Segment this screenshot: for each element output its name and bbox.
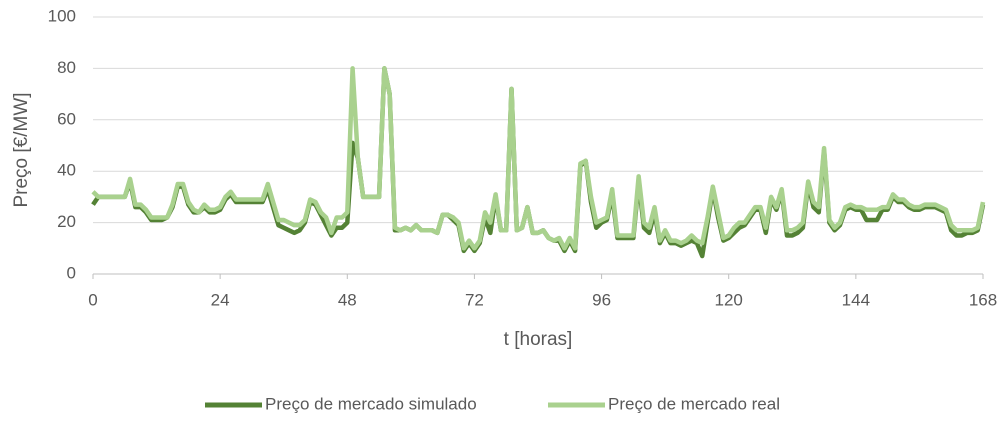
x-tick-label: 168 xyxy=(969,290,997,309)
x-tick-label: 48 xyxy=(338,290,357,309)
series-line xyxy=(91,66,986,259)
y-tick-label: 80 xyxy=(57,58,76,77)
x-tick-label: 144 xyxy=(842,290,870,309)
x-tick-label: 72 xyxy=(465,290,484,309)
legend-label: Preço de mercado real xyxy=(608,394,780,413)
x-tick-label: 96 xyxy=(592,290,611,309)
x-tick-label: 24 xyxy=(211,290,230,309)
y-tick-label: 40 xyxy=(57,161,76,180)
x-tick-label: 120 xyxy=(715,290,743,309)
x-axis-title: t [horas] xyxy=(504,329,573,350)
legend-label: Preço de mercado simulado xyxy=(265,394,477,413)
y-tick-label: 0 xyxy=(67,263,76,282)
x-tick-label: 0 xyxy=(88,290,97,309)
series-line xyxy=(91,66,986,251)
y-tick-label: 20 xyxy=(57,212,76,231)
y-tick-label: 100 xyxy=(48,6,76,25)
y-tick-label: 60 xyxy=(57,109,76,128)
y-axis-title: Preço [€/MW] xyxy=(11,92,32,207)
